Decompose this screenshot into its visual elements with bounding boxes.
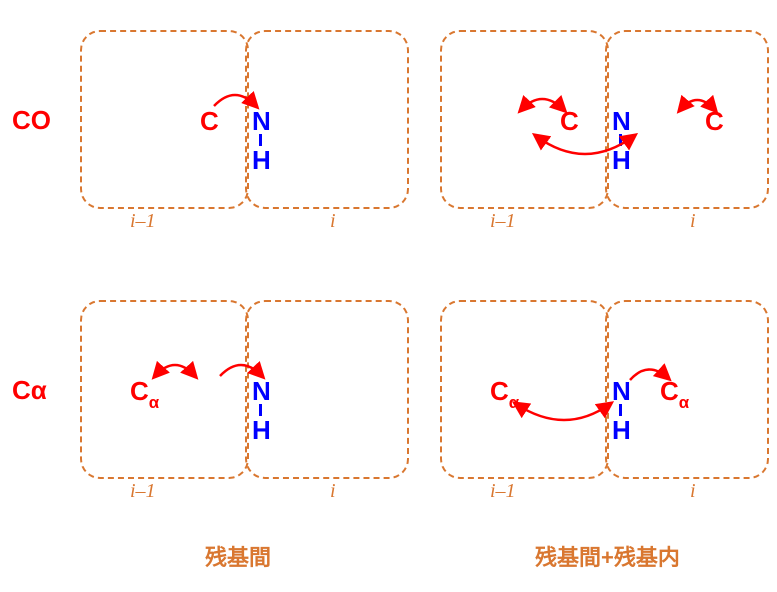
atom-h: H: [252, 417, 271, 443]
row-label-co: CO: [12, 105, 51, 136]
index-cur: i: [330, 480, 336, 503]
atom-calpha: Cα: [130, 378, 159, 410]
atom-c: C: [560, 108, 579, 134]
box-prev: [440, 30, 609, 209]
index-prev: i–1: [130, 210, 156, 233]
atom-h: H: [252, 147, 271, 173]
atom-calpha: Cα: [490, 378, 519, 410]
index-cur: i: [330, 210, 336, 233]
index-prev: i–1: [490, 210, 516, 233]
atom-c: C: [200, 108, 219, 134]
atom-n: N: [612, 378, 631, 404]
atom-h: H: [612, 147, 631, 173]
index-prev: i–1: [490, 480, 516, 503]
atom-n: N: [252, 378, 271, 404]
atom-calpha-intra: Cα: [660, 378, 689, 410]
index-cur: i: [690, 480, 696, 503]
atom-n: N: [252, 108, 271, 134]
box-prev: [80, 30, 249, 209]
col-label-inter-intra: 残基間+残基内: [535, 540, 680, 572]
diagram-canvas: CO Cα i–1 i C N H i–1 i C N H C: [0, 0, 777, 592]
row-label-calpha: Cα: [12, 375, 47, 406]
index-cur: i: [690, 210, 696, 233]
atom-h: H: [612, 417, 631, 443]
atom-n: N: [612, 108, 631, 134]
box-prev: [80, 300, 249, 479]
atom-c-intra: C: [705, 108, 724, 134]
index-prev: i–1: [130, 480, 156, 503]
box-prev: [440, 300, 609, 479]
col-label-inter: 残基間: [205, 540, 271, 572]
